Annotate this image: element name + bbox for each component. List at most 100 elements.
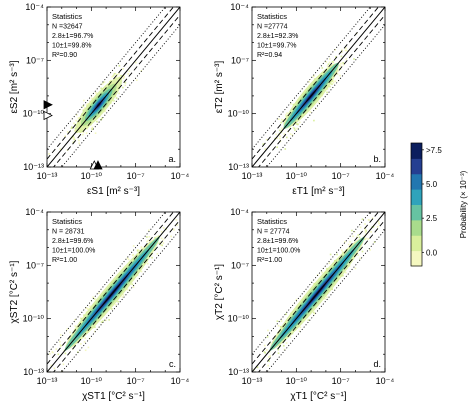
density-speck [349,241,351,243]
density-speck [264,148,267,150]
density-speck [131,283,134,286]
density-speck [57,353,60,356]
density-speck [368,219,370,222]
panel-b: 10⁻¹³ 10⁻¹⁰ 10⁻⁷ 10⁻⁴ 10⁻¹³ 10⁻¹⁰ 10⁻⁷ 10⁻⁴ εT1 … [214,2,394,197]
density-speck [276,320,279,323]
density-speck [312,75,315,78]
density-speck [268,360,270,362]
density-speck [124,84,127,87]
density-speck [98,292,100,294]
density-speck [127,73,130,75]
density-speck [296,123,298,125]
density-speck [354,267,357,270]
density-layer [250,212,385,375]
stats-line: 2.8±1=96.7% [52,33,93,40]
density-speck [357,254,359,256]
density-speck [76,131,78,134]
density-speck [128,70,131,73]
density-speck [126,257,129,260]
density-speck [146,236,148,238]
colorbar-segment [411,204,422,221]
density-speck [334,80,337,83]
density-speck [123,76,125,78]
colorbar-title: Probability (× 10⁻³) [459,170,468,238]
stats-line: 10±1=100.0% [257,248,300,255]
density-speck [49,352,51,355]
density-speck [108,319,110,321]
density-speck [335,56,337,58]
density-speck [64,135,67,137]
density-speck [72,138,75,140]
density-speck [78,139,80,142]
density-speck [328,61,331,64]
density-speck [370,231,372,233]
density-speck [175,219,178,221]
density-speck [132,245,135,247]
stats-line: 10±1=99.8% [52,43,91,50]
density-speck [96,120,98,123]
density-speck [176,202,178,204]
density-speck [94,132,97,135]
y-axis-label: χT2 [°C² s⁻¹] [214,264,225,320]
density-speck [357,234,360,236]
density-speck [346,50,349,52]
marker-triangle-up [93,160,103,170]
density-speck [83,341,86,343]
stats-line: R²=0.94 [257,52,282,59]
density-speck [373,241,376,243]
density-speck [332,81,335,84]
colorbar: 0.0 2.5 5.0 >7.5 Probability (× 10⁻³) [410,142,468,267]
density-speck [321,67,324,69]
density-speck [84,337,86,339]
density-speck [250,373,252,375]
density-speck [313,119,315,122]
density-speck [105,319,107,322]
density-speck [292,126,295,129]
density-speck [359,257,361,260]
stats-line: N =27774 [257,24,288,31]
y-axis-label: χST2 [°C² s⁻¹] [9,260,20,323]
density-speck [118,92,120,95]
density-speck [378,222,380,225]
density-speck [69,331,71,334]
density-speck [339,74,341,77]
density-speck [313,74,315,77]
y-axis-label: εT2 [m² s⁻³] [214,61,225,114]
colorbar-top-label: >7.5 [426,146,442,155]
density-speck [283,348,286,351]
density-speck [101,83,104,85]
x-tick-label: 10⁻⁴ [376,376,395,386]
stats-line: R²=0.90 [52,52,77,59]
density-speck [111,308,113,310]
density-speck [345,49,347,52]
density-speck [91,97,93,100]
density-speck [345,47,347,49]
density-speck [359,226,362,229]
density-speck [284,148,287,150]
density-speck [122,294,125,296]
stats-line: R²=1.00 [257,257,282,264]
density-speck [59,344,62,346]
stats-line: N = 28731 [52,229,85,236]
marker-triangle-right [43,100,53,110]
reference-line-solid [252,7,385,167]
reference-line-dashed [252,7,379,160]
reference-line-solid [47,7,180,167]
density-speck [89,100,91,103]
density-speck [122,67,124,70]
panel-letter: a. [168,154,176,164]
x-tick-label: 10⁻⁷ [127,376,145,386]
density-speck [337,70,339,73]
density-speck [332,80,335,82]
density-speck [173,229,175,231]
y-tick-label: 10⁻¹⁰ [228,314,250,324]
density-speck [162,238,165,241]
axes-frame [251,6,386,168]
density-speck [80,317,83,320]
density-speck [103,81,106,83]
density-speck [140,246,143,249]
density-speck [286,112,288,115]
density-speck [331,61,334,63]
x-tick-label: 10⁻¹³ [37,376,58,386]
